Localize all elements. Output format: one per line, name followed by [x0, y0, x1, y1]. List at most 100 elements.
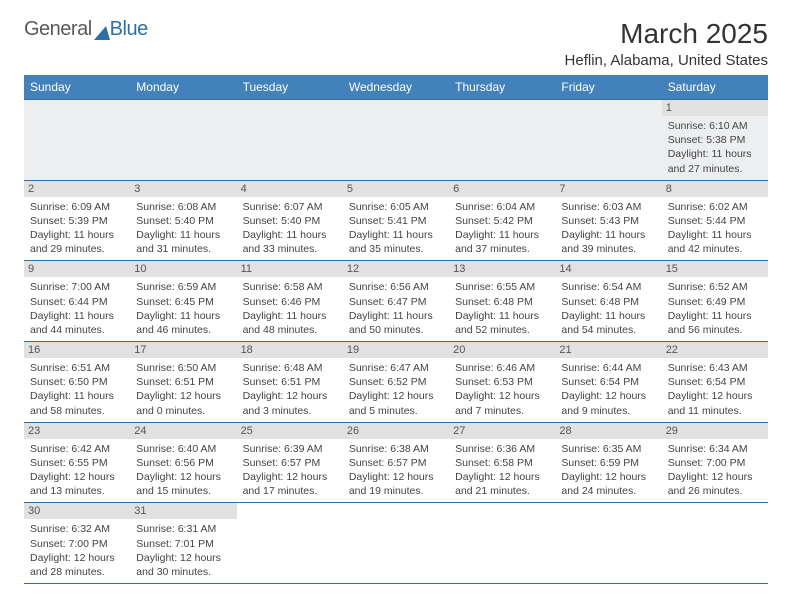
dayhead-sat: Saturday [662, 75, 768, 100]
daylight2-text: and 29 minutes. [30, 242, 124, 256]
week-row: 9Sunrise: 7:00 AMSunset: 6:44 PMDaylight… [24, 261, 768, 342]
daylight1-text: Daylight: 12 hours [136, 470, 230, 484]
sunset-text: Sunset: 6:48 PM [561, 295, 655, 309]
sunset-text: Sunset: 6:45 PM [136, 295, 230, 309]
day-number: 30 [24, 503, 130, 519]
sunset-text: Sunset: 6:56 PM [136, 456, 230, 470]
sunset-text: Sunset: 6:57 PM [349, 456, 443, 470]
day-number: 29 [662, 423, 768, 439]
daylight1-text: Daylight: 11 hours [30, 389, 124, 403]
day-header-row: Sunday Monday Tuesday Wednesday Thursday… [24, 75, 768, 100]
daylight1-text: Daylight: 12 hours [455, 470, 549, 484]
daylight1-text: Daylight: 12 hours [455, 389, 549, 403]
empty-cell [343, 503, 449, 584]
day-number: 2 [24, 181, 130, 197]
week-row: 16Sunrise: 6:51 AMSunset: 6:50 PMDayligh… [24, 342, 768, 423]
day-number: 11 [237, 261, 343, 277]
daylight2-text: and 52 minutes. [455, 323, 549, 337]
daylight1-text: Daylight: 11 hours [561, 228, 655, 242]
logo: General Blue [24, 18, 148, 41]
logo-word1: General [24, 18, 92, 41]
sunrise-text: Sunrise: 6:43 AM [668, 361, 762, 375]
day-number: 10 [130, 261, 236, 277]
sunrise-text: Sunrise: 6:03 AM [561, 200, 655, 214]
day-number: 27 [449, 423, 555, 439]
empty-cell [130, 100, 236, 181]
day-number: 8 [662, 181, 768, 197]
day-cell: 22Sunrise: 6:43 AMSunset: 6:54 PMDayligh… [662, 342, 768, 423]
day-cell: 19Sunrise: 6:47 AMSunset: 6:52 PMDayligh… [343, 342, 449, 423]
day-cell: 7Sunrise: 6:03 AMSunset: 5:43 PMDaylight… [555, 180, 661, 261]
page-title: March 2025 [620, 18, 768, 50]
daylight1-text: Daylight: 11 hours [243, 309, 337, 323]
day-cell: 10Sunrise: 6:59 AMSunset: 6:45 PMDayligh… [130, 261, 236, 342]
empty-cell [24, 100, 130, 181]
sunrise-text: Sunrise: 6:50 AM [136, 361, 230, 375]
dayhead-thu: Thursday [449, 75, 555, 100]
daylight2-text: and 19 minutes. [349, 484, 443, 498]
day-number: 13 [449, 261, 555, 277]
day-number: 7 [555, 181, 661, 197]
day-cell: 8Sunrise: 6:02 AMSunset: 5:44 PMDaylight… [662, 180, 768, 261]
week-row: 23Sunrise: 6:42 AMSunset: 6:55 PMDayligh… [24, 422, 768, 503]
sunrise-text: Sunrise: 6:47 AM [349, 361, 443, 375]
sunrise-text: Sunrise: 7:00 AM [30, 280, 124, 294]
week-row: 30Sunrise: 6:32 AMSunset: 7:00 PMDayligh… [24, 503, 768, 584]
day-cell: 17Sunrise: 6:50 AMSunset: 6:51 PMDayligh… [130, 342, 236, 423]
sunset-text: Sunset: 6:47 PM [349, 295, 443, 309]
sunset-text: Sunset: 6:54 PM [668, 375, 762, 389]
sunset-text: Sunset: 6:46 PM [243, 295, 337, 309]
daylight2-text: and 0 minutes. [136, 404, 230, 418]
week-row: 2Sunrise: 6:09 AMSunset: 5:39 PMDaylight… [24, 180, 768, 261]
day-cell: 25Sunrise: 6:39 AMSunset: 6:57 PMDayligh… [237, 422, 343, 503]
header-row: General Blue March 2025 [24, 18, 768, 50]
calendar-body: 1Sunrise: 6:10 AMSunset: 5:38 PMDaylight… [24, 100, 768, 584]
day-number: 19 [343, 342, 449, 358]
day-number: 12 [343, 261, 449, 277]
day-cell: 18Sunrise: 6:48 AMSunset: 6:51 PMDayligh… [237, 342, 343, 423]
daylight2-text: and 26 minutes. [668, 484, 762, 498]
sunrise-text: Sunrise: 6:54 AM [561, 280, 655, 294]
daylight2-text: and 35 minutes. [349, 242, 443, 256]
sunrise-text: Sunrise: 6:35 AM [561, 442, 655, 456]
sunset-text: Sunset: 6:48 PM [455, 295, 549, 309]
sunrise-text: Sunrise: 6:46 AM [455, 361, 549, 375]
day-number: 1 [662, 100, 768, 116]
sunrise-text: Sunrise: 6:36 AM [455, 442, 549, 456]
sunset-text: Sunset: 5:40 PM [243, 214, 337, 228]
daylight1-text: Daylight: 11 hours [30, 228, 124, 242]
day-cell: 3Sunrise: 6:08 AMSunset: 5:40 PMDaylight… [130, 180, 236, 261]
sunrise-text: Sunrise: 6:02 AM [668, 200, 762, 214]
daylight2-text: and 21 minutes. [455, 484, 549, 498]
day-number: 18 [237, 342, 343, 358]
day-number: 21 [555, 342, 661, 358]
empty-cell [449, 503, 555, 584]
sunset-text: Sunset: 6:49 PM [668, 295, 762, 309]
dayhead-sun: Sunday [24, 75, 130, 100]
sunrise-text: Sunrise: 6:52 AM [668, 280, 762, 294]
sunset-text: Sunset: 5:42 PM [455, 214, 549, 228]
sunrise-text: Sunrise: 6:10 AM [668, 119, 762, 133]
location-label: Heflin, Alabama, United States [24, 52, 768, 69]
sunrise-text: Sunrise: 6:07 AM [243, 200, 337, 214]
daylight2-text: and 30 minutes. [136, 565, 230, 579]
sunset-text: Sunset: 6:51 PM [243, 375, 337, 389]
dayhead-mon: Monday [130, 75, 236, 100]
sunrise-text: Sunrise: 6:38 AM [349, 442, 443, 456]
daylight2-text: and 28 minutes. [30, 565, 124, 579]
day-number: 24 [130, 423, 236, 439]
sunrise-text: Sunrise: 6:51 AM [30, 361, 124, 375]
daylight1-text: Daylight: 12 hours [136, 389, 230, 403]
sunrise-text: Sunrise: 6:42 AM [30, 442, 124, 456]
daylight1-text: Daylight: 12 hours [668, 389, 762, 403]
dayhead-wed: Wednesday [343, 75, 449, 100]
daylight2-text: and 39 minutes. [561, 242, 655, 256]
daylight2-text: and 42 minutes. [668, 242, 762, 256]
daylight1-text: Daylight: 11 hours [668, 309, 762, 323]
daylight1-text: Daylight: 12 hours [243, 389, 337, 403]
daylight2-text: and 46 minutes. [136, 323, 230, 337]
day-number: 9 [24, 261, 130, 277]
sunrise-text: Sunrise: 6:40 AM [136, 442, 230, 456]
daylight1-text: Daylight: 11 hours [561, 309, 655, 323]
sunset-text: Sunset: 5:39 PM [30, 214, 124, 228]
